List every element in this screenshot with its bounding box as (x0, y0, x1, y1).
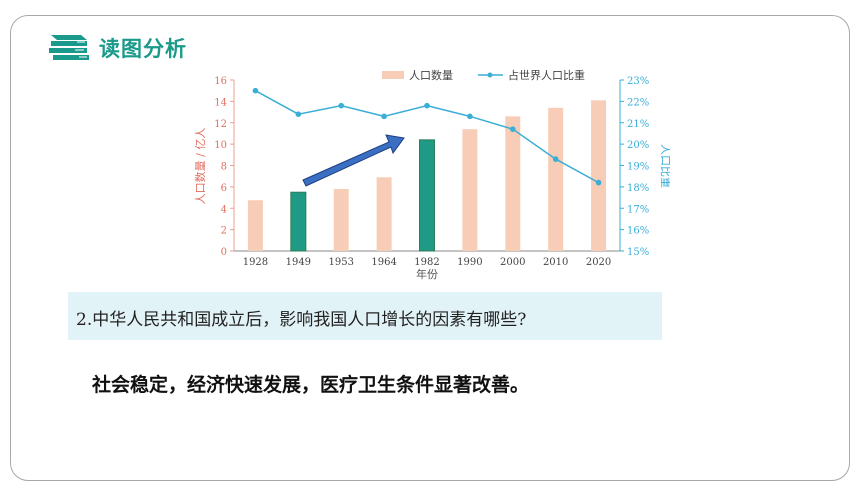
left-tick-label: 8 (221, 162, 227, 173)
right-tick-label: 21% (627, 119, 649, 130)
share-point (338, 102, 345, 109)
legend-label-line: 占世界人口比重 (508, 68, 585, 82)
x-tick-label: 2000 (500, 257, 525, 268)
share-point (467, 113, 473, 120)
left-tick-group: 0 2 4 6 8 10 12 14 16 (214, 76, 234, 258)
population-chart: 0 2 4 6 8 10 12 14 16 15% 16% 17% 18% 19% 20% 21% 22% 23… (194, 68, 670, 281)
left-tick-label: 14 (214, 97, 227, 108)
answer-text: 社会稳定，经济快速发展，医疗卫生条件显著改善。 (92, 374, 530, 396)
books-stack-icon (49, 35, 89, 60)
bar-highlighted (419, 139, 435, 252)
bar (333, 189, 349, 251)
right-tick-group: 15% 16% 17% 18% 19% 20% 21% 22% 23% (620, 76, 649, 258)
left-tick-label: 16 (214, 76, 227, 87)
left-tick-label: 10 (214, 140, 227, 151)
right-tick-label: 15% (627, 247, 649, 258)
share-point (595, 179, 602, 186)
x-tick-label: 1949 (286, 257, 311, 268)
x-tick-label: 1990 (457, 257, 482, 268)
bar (247, 200, 263, 251)
share-point (252, 87, 259, 94)
right-tick-label: 17% (627, 204, 649, 215)
bar (591, 100, 607, 252)
x-tick-label: 2010 (543, 257, 568, 268)
legend-swatch-bars (382, 71, 404, 79)
x-axis-label: 年份 (416, 267, 438, 281)
share-point (381, 113, 387, 120)
question-text: 2.中华人民共和国成立后，影响我国人口增长的因素有哪些? (76, 310, 527, 330)
x-tick-label: 1953 (328, 257, 353, 268)
right-tick-label: 19% (627, 162, 649, 173)
bar (462, 129, 478, 251)
x-tick-group: 1928 1949 1953 1964 1982 1990 2000 2010 2020 (243, 257, 612, 268)
share-point (295, 111, 302, 117)
section-title: 读图分析 (99, 37, 187, 61)
left-tick-label: 12 (214, 119, 227, 130)
x-tick-label: 2020 (586, 257, 611, 268)
growth-arrow (302, 134, 405, 187)
legend-label-bars: 人口数量 (409, 69, 453, 82)
bar-group (247, 100, 607, 252)
right-tick-label: 20% (627, 140, 649, 151)
bar-highlighted (290, 191, 307, 252)
x-tick-label: 1964 (371, 257, 396, 268)
x-tick-label: 1982 (414, 257, 439, 268)
right-tick-label: 16% (627, 226, 649, 237)
left-tick-label: 2 (221, 226, 227, 237)
share-point (509, 126, 516, 132)
y2-axis-label: 人口比重 (659, 144, 670, 188)
left-tick-label: 0 (221, 247, 227, 258)
bar (376, 177, 392, 251)
left-tick-label: 4 (221, 204, 227, 215)
question-box: 2.中华人民共和国成立后，影响我国人口增长的因素有哪些? (68, 292, 662, 340)
left-tick-label: 6 (221, 183, 227, 194)
right-tick-label: 22% (627, 97, 649, 108)
bar (548, 107, 564, 251)
x-tick-label: 1928 (243, 257, 268, 268)
share-point (552, 156, 559, 162)
right-tick-label: 18% (627, 183, 649, 194)
y-axis-label: 人口数量 / 亿人 (194, 128, 207, 205)
line-series-group (252, 87, 602, 186)
right-tick-label: 23% (627, 76, 649, 87)
legend-swatch-dot (487, 72, 493, 78)
bar (505, 116, 521, 252)
share-point (424, 102, 430, 109)
